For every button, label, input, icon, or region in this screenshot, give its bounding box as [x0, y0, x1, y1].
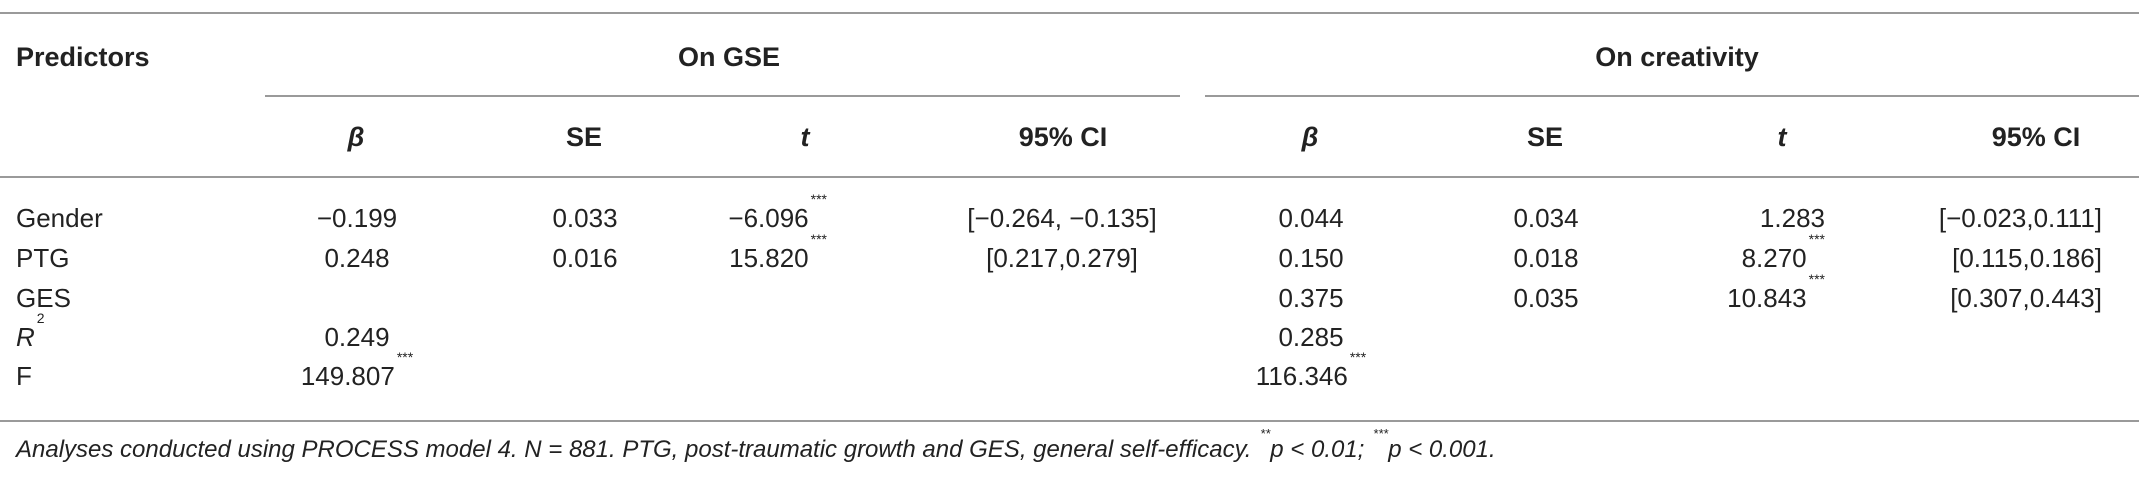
- footnote-text-p001: p < 0.001.: [1388, 436, 1496, 463]
- gse-group-header: On GSE: [677, 42, 781, 72]
- gse-se-header: SE: [565, 122, 603, 152]
- gse-beta-header: β: [347, 122, 365, 152]
- significance-stars: ***: [810, 231, 827, 247]
- creativity-group-header: On creativity: [1595, 42, 1759, 72]
- footnote-text: Analyses conducted using PROCESS model 4…: [16, 436, 1259, 463]
- table-cell: 8.270***: [1741, 232, 1825, 273]
- significance-stars: ***: [1808, 271, 1825, 287]
- table-cell: 0.249: [324, 322, 389, 352]
- table-bottom-rule: [0, 420, 2139, 422]
- predictors-header: Predictors: [16, 42, 150, 72]
- cell-value: 0.150: [1278, 243, 1344, 273]
- table-cell: [0.115,0.186]: [1952, 243, 2102, 273]
- significance-stars: ***: [1808, 231, 1825, 247]
- footnote-sup-3-stars: ***: [1373, 426, 1389, 441]
- cell-value: 0.249: [324, 322, 390, 352]
- cell-value: F: [16, 361, 32, 391]
- creativity-beta-header: β: [1301, 122, 1319, 152]
- row-label: Gender: [16, 203, 103, 233]
- table-cell: 0.248: [324, 243, 389, 273]
- header-bottom-rule: [0, 176, 2139, 178]
- cell-value: 1.283: [1759, 203, 1825, 233]
- cell-value: [0.307,0.443]: [1950, 283, 2102, 313]
- significance-stars: ***: [1349, 349, 1367, 365]
- table-cell: 0.018: [1513, 243, 1578, 273]
- cell-value: −6.096: [728, 203, 809, 233]
- significance-stars: ***: [396, 349, 414, 365]
- table-cell: [0.217,0.279]: [986, 243, 1138, 273]
- footnote-sup-2-stars: **: [1260, 426, 1271, 441]
- table-footnote: Analyses conducted using PROCESS model 4…: [16, 427, 1496, 464]
- cell-value: 10.843: [1727, 283, 1807, 313]
- cell-value: [0.217,0.279]: [986, 243, 1138, 273]
- cell-value: 15.820: [729, 243, 809, 273]
- cell-value: 0.018: [1513, 243, 1579, 273]
- table-cell: 0.375: [1278, 283, 1343, 313]
- table-cell: −0.199: [317, 203, 397, 233]
- cell-value: [0.115,0.186]: [1952, 243, 2102, 273]
- cell-value: [−0.023,0.111]: [1938, 203, 2102, 233]
- cell-value: [−0.264, −0.135]: [967, 203, 1157, 233]
- cell-value: 116.346: [1255, 361, 1348, 391]
- table-cell: −6.096***: [728, 192, 827, 233]
- table-cell: 0.150: [1278, 243, 1343, 273]
- cell-value: R: [16, 322, 35, 352]
- row-label: PTG: [16, 243, 69, 273]
- creativity-ci-header: 95% CI: [1991, 122, 2081, 152]
- row-label: F: [16, 361, 32, 391]
- gse-t-header: t: [800, 122, 810, 152]
- table-cell: [−0.023,0.111]: [1939, 203, 2102, 233]
- table-top-rule: [0, 12, 2139, 14]
- cell-value: 0.248: [324, 243, 390, 273]
- row-label: R2: [16, 311, 45, 352]
- gse-ci-header: 95% CI: [1018, 122, 1108, 152]
- row-label: GES: [16, 283, 71, 313]
- table-cell: 0.035: [1513, 283, 1578, 313]
- table-cell: 0.285: [1278, 322, 1343, 352]
- creativity-se-header: SE: [1526, 122, 1564, 152]
- cell-value: −0.199: [316, 203, 398, 233]
- cell-value: 0.033: [552, 203, 618, 233]
- cell-value: 0.285: [1278, 322, 1344, 352]
- table-cell: 0.034: [1513, 203, 1578, 233]
- table-cell: 10.843***: [1727, 272, 1825, 313]
- significance-stars: ***: [810, 191, 827, 207]
- footnote-text-p01: p < 0.01;: [1270, 436, 1372, 463]
- table-cell: [−0.264, −0.135]: [967, 203, 1156, 233]
- table-cell: 0.044: [1278, 203, 1343, 233]
- superscript: 2: [36, 310, 45, 326]
- gse-group-rule: [265, 95, 1180, 97]
- table-cell: 149.807***: [300, 350, 413, 391]
- table-cell: 0.033: [552, 203, 617, 233]
- table-cell: 1.283: [1760, 203, 1825, 233]
- table-cell: 0.016: [552, 243, 617, 273]
- cell-value: 0.044: [1278, 203, 1344, 233]
- cell-value: 0.375: [1278, 283, 1344, 313]
- cell-value: PTG: [16, 243, 70, 273]
- table-cell: 15.820***: [729, 232, 827, 273]
- table-cell: 116.346***: [1255, 350, 1366, 391]
- creativity-group-rule: [1205, 95, 2139, 97]
- cell-value: Gender: [16, 203, 103, 233]
- creativity-t-header: t: [1777, 122, 1787, 152]
- cell-value: 0.034: [1513, 203, 1579, 233]
- cell-value: 0.035: [1513, 283, 1579, 313]
- cell-value: 8.270: [1741, 243, 1807, 273]
- table-cell: [0.307,0.443]: [1950, 283, 2102, 313]
- cell-value: 149.807: [300, 361, 395, 391]
- cell-value: GES: [16, 283, 71, 313]
- cell-value: 0.016: [552, 243, 618, 273]
